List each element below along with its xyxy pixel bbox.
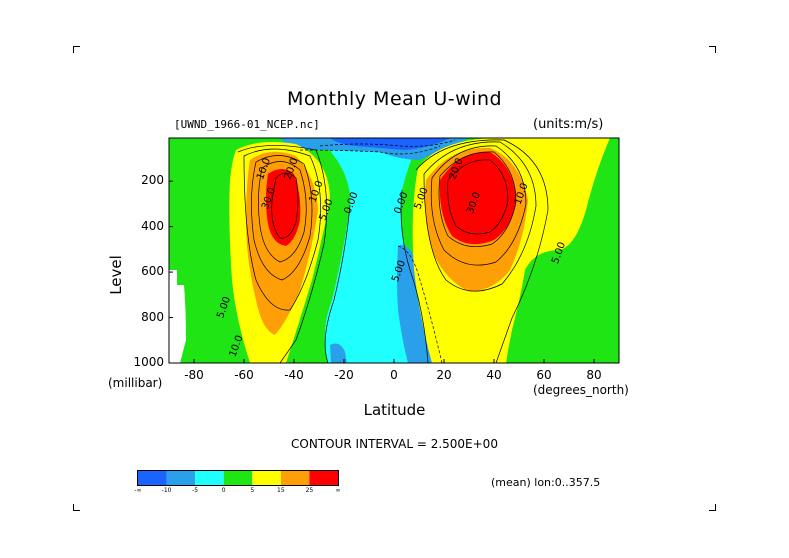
region-easterlies-core-top [330, 138, 450, 150]
colorbar-label: 0 [221, 487, 226, 494]
colorbar-swatch [195, 471, 224, 485]
y-axis-unit: (millibar) [108, 376, 163, 390]
y-tick-label: 600 [141, 264, 164, 279]
chart-title: Monthly Mean U-wind [286, 88, 503, 110]
x-tick-label: 80 [586, 368, 602, 382]
contour-interval-label: CONTOUR INTERVAL = 2.500E+00 [291, 437, 498, 451]
y-tick-label: 200 [141, 173, 164, 188]
colorbar-label: 15 [277, 487, 285, 494]
colorbar-label: ∞ [335, 487, 341, 494]
colorbar-swatch [138, 471, 167, 485]
colorbar-label: -5 [192, 487, 199, 494]
x-tick-label: -20 [334, 368, 354, 382]
crop-mark-bottom-right [709, 504, 716, 511]
colorbar-label: 5 [250, 487, 255, 494]
colorbar [137, 470, 339, 486]
crop-mark-top-left [73, 46, 80, 53]
colorbar-swatch [166, 471, 196, 485]
contour-lines [237, 139, 549, 363]
mean-info-label: (mean) lon:0..357.5 [491, 476, 601, 489]
x-axis-unit: (degrees_north) [533, 383, 629, 397]
region-missing-data [169, 270, 186, 363]
x-tick-label: -40 [284, 368, 304, 382]
dataset-label: [UWND_1966-01_NCEP.nc] [174, 118, 320, 131]
units-label: (units:m/s) [533, 117, 604, 132]
crop-mark-top-right [709, 46, 716, 53]
region-nh-jet-25 [439, 151, 516, 245]
colorbar-label: 25 [305, 487, 314, 494]
region-sh-jet-25 [266, 169, 301, 246]
x-tick-label: -60 [234, 368, 254, 382]
x-tick-label: 60 [536, 368, 552, 382]
colorbar-label: -10 [161, 487, 172, 494]
y-tick-label: 800 [141, 309, 164, 324]
colorbar-frame [137, 470, 339, 486]
colorbar-swatch [252, 471, 281, 485]
colorbar-swatch [223, 471, 253, 485]
x-tick-label: 40 [486, 368, 502, 382]
x-tick-label: 20 [436, 368, 452, 382]
colorbar-swatch [280, 471, 310, 485]
x-axis-label: Latitude [363, 401, 426, 419]
x-tick-label: -80 [184, 368, 204, 382]
colorbar-label: -∞ [134, 487, 142, 494]
x-tick-label: 0 [390, 368, 398, 382]
region-easterlies-strong-left [330, 343, 347, 363]
colorbar-swatch [309, 471, 338, 485]
y-tick-label: 400 [141, 218, 164, 233]
y-tick-label: 1000 [133, 355, 164, 369]
crop-mark-bottom-left [73, 504, 80, 511]
